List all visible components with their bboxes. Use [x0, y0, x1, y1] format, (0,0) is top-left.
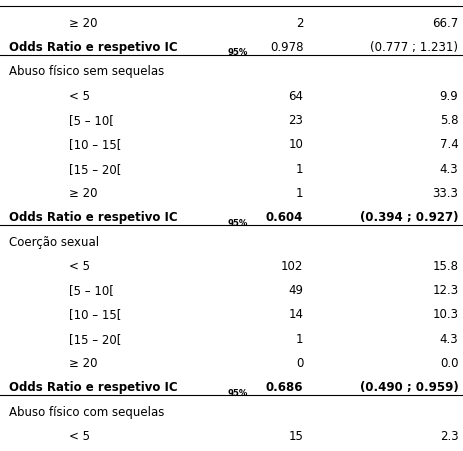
- Text: 0.604: 0.604: [266, 211, 303, 224]
- Text: 5.8: 5.8: [440, 114, 458, 127]
- Text: [10 – 15[: [10 – 15[: [69, 138, 122, 151]
- Text: 15.8: 15.8: [432, 259, 458, 272]
- Text: [5 – 10[: [5 – 10[: [69, 114, 114, 127]
- Text: 4.3: 4.3: [440, 332, 458, 345]
- Text: 2: 2: [296, 17, 303, 30]
- Text: 102: 102: [281, 259, 303, 272]
- Text: (0.777 ; 1.231): (0.777 ; 1.231): [370, 41, 458, 54]
- Text: [10 – 15[: [10 – 15[: [69, 308, 122, 321]
- Text: ≥ 20: ≥ 20: [69, 17, 98, 30]
- Text: (0.490 ; 0.959): (0.490 ; 0.959): [360, 381, 458, 393]
- Text: ≥ 20: ≥ 20: [69, 187, 98, 199]
- Text: 95%: 95%: [228, 218, 248, 227]
- Text: (0.394 ; 0.927): (0.394 ; 0.927): [360, 211, 458, 224]
- Text: 0.0: 0.0: [440, 356, 458, 369]
- Text: 1: 1: [296, 332, 303, 345]
- Text: < 5: < 5: [69, 259, 90, 272]
- Text: 15: 15: [288, 429, 303, 442]
- Text: 7.4: 7.4: [440, 138, 458, 151]
- Text: 1: 1: [296, 187, 303, 199]
- Text: 95%: 95%: [228, 48, 248, 57]
- Text: Odds Ratio e respetivo IC: Odds Ratio e respetivo IC: [9, 211, 178, 224]
- Text: 49: 49: [288, 284, 303, 296]
- Text: 10.3: 10.3: [432, 308, 458, 321]
- Text: 2.3: 2.3: [440, 429, 458, 442]
- Text: 33.3: 33.3: [432, 187, 458, 199]
- Text: [15 – 20[: [15 – 20[: [69, 162, 122, 175]
- Text: 0: 0: [296, 356, 303, 369]
- Text: [15 – 20[: [15 – 20[: [69, 332, 122, 345]
- Text: Coerção sexual: Coerção sexual: [9, 235, 100, 248]
- Text: 0.978: 0.978: [270, 41, 303, 54]
- Text: 9.9: 9.9: [440, 89, 458, 102]
- Text: ≥ 20: ≥ 20: [69, 356, 98, 369]
- Text: Odds Ratio e respetivo IC: Odds Ratio e respetivo IC: [9, 41, 178, 54]
- Text: 95%: 95%: [228, 388, 248, 397]
- Text: < 5: < 5: [69, 89, 90, 102]
- Text: [5 – 10[: [5 – 10[: [69, 284, 114, 296]
- Text: 10: 10: [288, 138, 303, 151]
- Text: 12.3: 12.3: [432, 284, 458, 296]
- Text: Abuso físico com sequelas: Abuso físico com sequelas: [9, 405, 165, 418]
- Text: 4.3: 4.3: [440, 162, 458, 175]
- Text: 0.686: 0.686: [266, 381, 303, 393]
- Text: 66.7: 66.7: [432, 17, 458, 30]
- Text: Abuso físico sem sequelas: Abuso físico sem sequelas: [9, 65, 164, 78]
- Text: 14: 14: [288, 308, 303, 321]
- Text: 1: 1: [296, 162, 303, 175]
- Text: 64: 64: [288, 89, 303, 102]
- Text: Odds Ratio e respetivo IC: Odds Ratio e respetivo IC: [9, 381, 178, 393]
- Text: 23: 23: [288, 114, 303, 127]
- Text: < 5: < 5: [69, 429, 90, 442]
